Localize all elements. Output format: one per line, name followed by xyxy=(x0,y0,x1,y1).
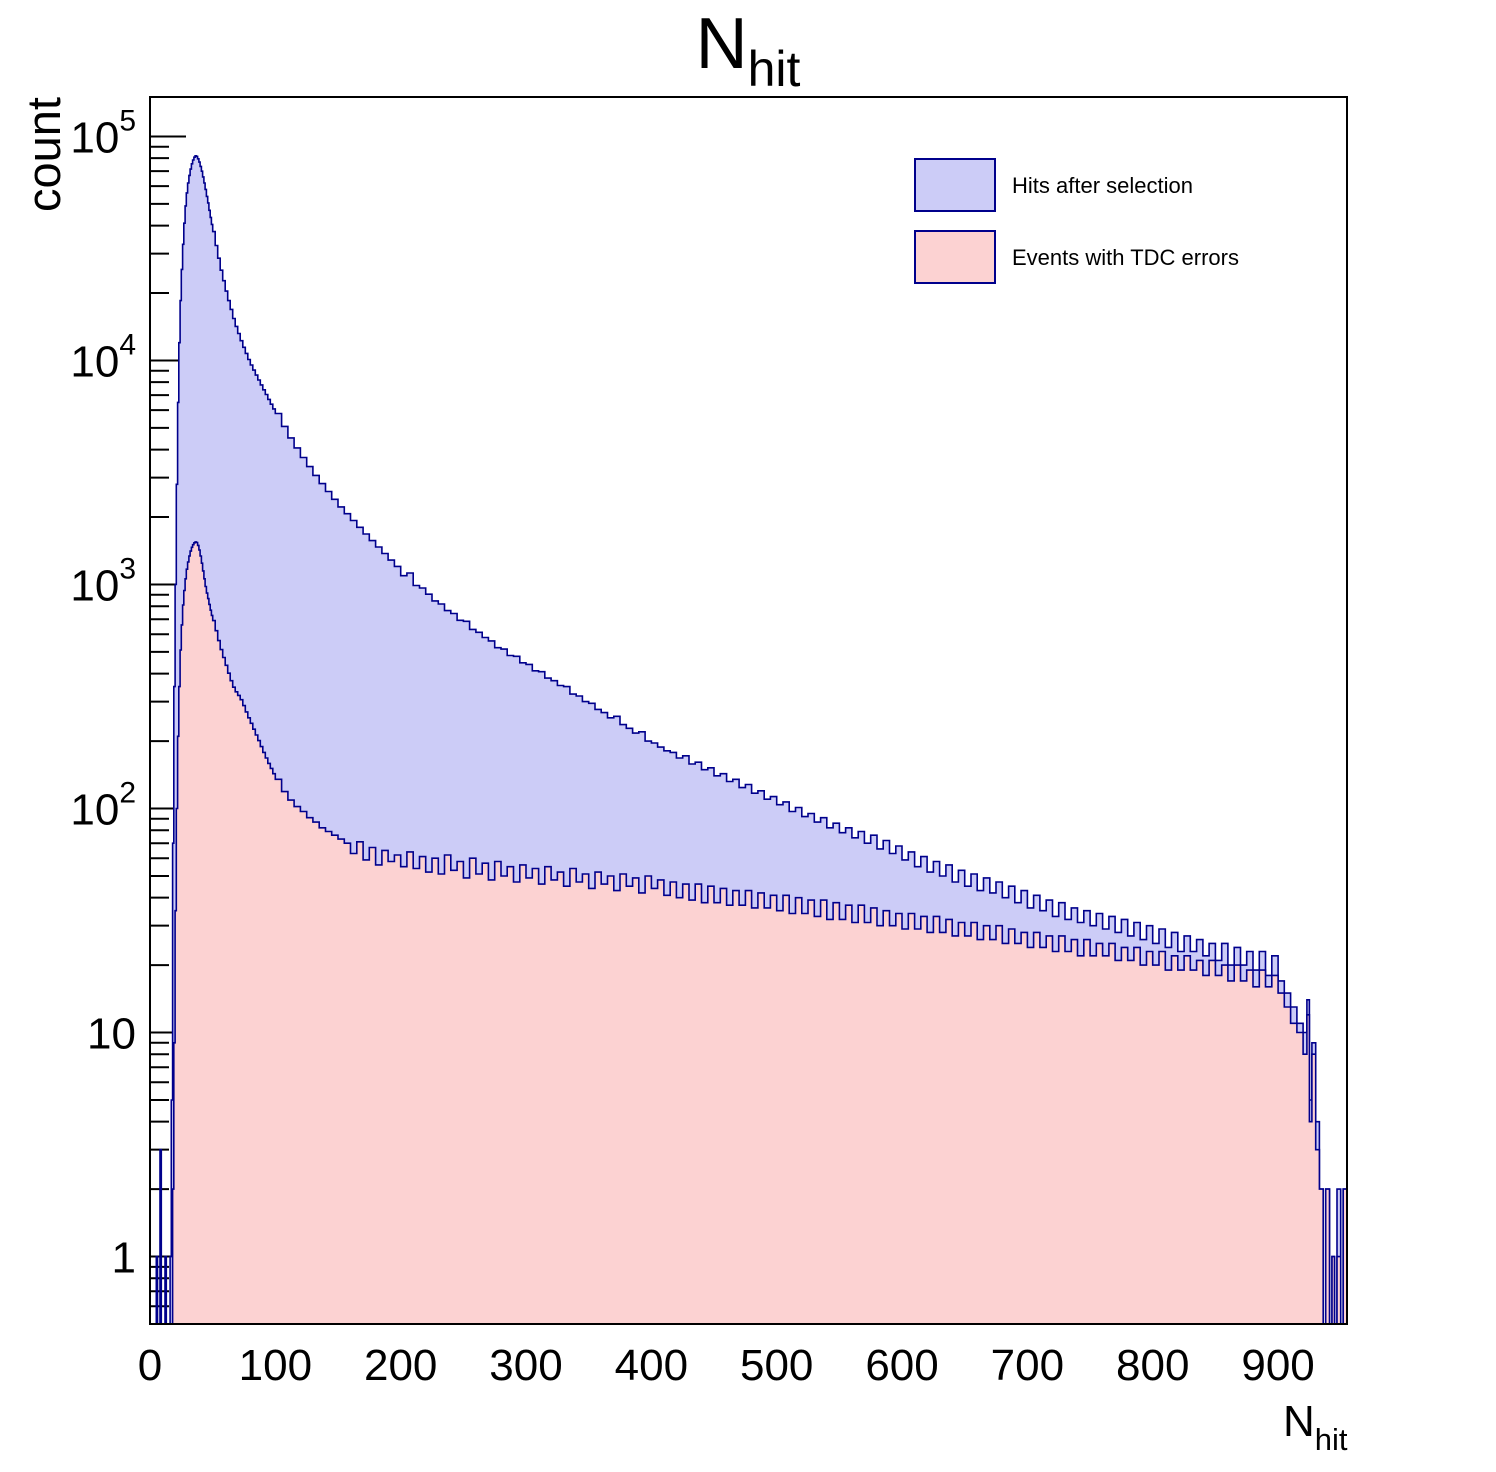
x-tick-label: 200 xyxy=(364,1341,437,1390)
chart-title-sub: hit xyxy=(748,41,801,97)
x-tick-label: 600 xyxy=(865,1341,938,1390)
y-tick-label-exponent: 3 xyxy=(119,552,136,585)
y-tick-label-base: 1 xyxy=(112,1234,136,1283)
legend-swatch-hits-after-selection xyxy=(914,158,996,212)
y-tick-label: 10 xyxy=(87,1010,136,1059)
hist-events-with-tdc-errors xyxy=(171,541,1348,1325)
y-tick-label: 102 xyxy=(70,777,136,835)
x-tick-label: 400 xyxy=(615,1341,688,1390)
x-axis-title: Nhit xyxy=(1283,1397,1348,1457)
x-axis-title-sub: hit xyxy=(1315,1422,1348,1457)
legend-label-hits-after-selection: Hits after selection xyxy=(1012,173,1193,198)
y-tick-label: 104 xyxy=(70,328,136,386)
y-tick-label-base: 10 xyxy=(70,337,119,386)
legend: Hits after selection Events with TDC err… xyxy=(914,158,1239,284)
legend-item-hits-after-selection: Hits after selection xyxy=(914,158,1193,212)
x-axis-title-main: N xyxy=(1283,1397,1315,1446)
chart-title: Nhit xyxy=(696,4,801,97)
x-tick-label: 500 xyxy=(740,1341,813,1390)
legend-swatch-tdc-errors xyxy=(914,230,996,284)
y-tick-label-base: 10 xyxy=(70,786,119,835)
y-axis-title: count xyxy=(17,97,70,212)
legend-item-tdc-errors: Events with TDC errors xyxy=(914,230,1239,284)
x-tick-label: 800 xyxy=(1116,1341,1189,1390)
y-tick-label-exponent: 2 xyxy=(119,777,136,810)
x-tick-label: 900 xyxy=(1241,1341,1314,1390)
plot-frame xyxy=(149,96,1348,1325)
x-tick-label: 100 xyxy=(239,1341,312,1390)
y-tick-label: 1 xyxy=(112,1234,136,1283)
y-tick-label-base: 10 xyxy=(70,561,119,610)
y-tick-label-base: 10 xyxy=(87,1010,136,1059)
x-tick-label: 0 xyxy=(138,1341,162,1390)
y-tick-label-exponent: 4 xyxy=(119,328,136,361)
chart-title-main: N xyxy=(696,4,748,84)
y-tick-label: 103 xyxy=(70,552,136,610)
y-tick-label: 105 xyxy=(70,104,136,162)
y-tick-label-exponent: 5 xyxy=(119,104,136,137)
y-tick-label-base: 10 xyxy=(70,113,119,162)
x-tick-label: 300 xyxy=(489,1341,562,1390)
legend-label-tdc-errors: Events with TDC errors xyxy=(1012,245,1239,270)
histogram-series xyxy=(155,155,1348,1325)
x-tick-label: 700 xyxy=(991,1341,1064,1390)
